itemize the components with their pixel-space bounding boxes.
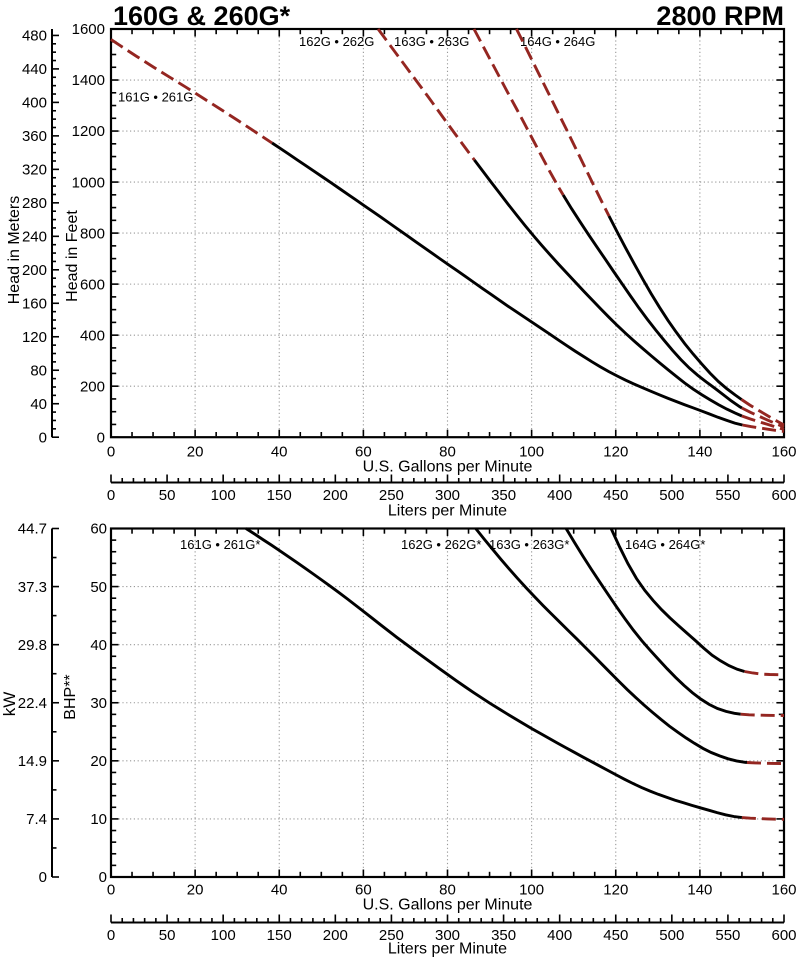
svg-text:20: 20	[187, 882, 204, 899]
svg-text:160: 160	[22, 296, 47, 313]
svg-text:450: 450	[603, 927, 628, 944]
svg-text:250: 250	[379, 487, 404, 504]
svg-text:800: 800	[80, 225, 105, 242]
svg-text:240: 240	[22, 229, 47, 246]
svg-text:120: 120	[22, 329, 47, 346]
svg-text:200: 200	[22, 262, 47, 279]
svg-text:1400: 1400	[72, 72, 105, 89]
svg-text:Liters per Minute: Liters per Minute	[388, 503, 507, 520]
svg-text:50: 50	[159, 927, 176, 944]
svg-text:1200: 1200	[72, 123, 105, 140]
svg-text:0: 0	[97, 429, 105, 446]
svg-text:300: 300	[435, 487, 460, 504]
svg-text:1600: 1600	[72, 21, 105, 38]
svg-text:80: 80	[439, 882, 456, 899]
svg-text:200: 200	[80, 378, 105, 395]
svg-text:600: 600	[771, 927, 796, 944]
svg-text:30: 30	[90, 695, 107, 712]
svg-text:480: 480	[22, 28, 47, 45]
svg-text:37.3: 37.3	[18, 579, 47, 596]
svg-text:0: 0	[107, 444, 115, 461]
svg-text:100: 100	[211, 487, 236, 504]
svg-text:120: 120	[603, 882, 628, 899]
svg-text:150: 150	[267, 487, 292, 504]
svg-text:160: 160	[771, 882, 796, 899]
svg-text:0: 0	[107, 882, 115, 899]
svg-text:161G • 261G*: 161G • 261G*	[180, 537, 260, 552]
svg-text:60: 60	[90, 521, 107, 538]
svg-text:20: 20	[187, 444, 204, 461]
svg-text:300: 300	[435, 927, 460, 944]
svg-text:164G • 264G*: 164G • 264G*	[625, 537, 705, 552]
svg-text:600: 600	[80, 276, 105, 293]
svg-text:BHP**: BHP**	[62, 674, 79, 719]
svg-text:14.9: 14.9	[18, 753, 47, 770]
svg-text:250: 250	[379, 927, 404, 944]
svg-text:U.S. Gallons per Minute: U.S. Gallons per Minute	[363, 897, 533, 914]
svg-text:10: 10	[90, 811, 107, 828]
svg-text:350: 350	[491, 487, 516, 504]
svg-text:Liters per Minute: Liters per Minute	[388, 941, 507, 958]
svg-text:320: 320	[22, 162, 47, 179]
svg-text:0: 0	[39, 429, 47, 446]
svg-text:Head in Feet: Head in Feet	[64, 210, 81, 302]
svg-text:50: 50	[159, 487, 176, 504]
svg-text:400: 400	[547, 927, 572, 944]
svg-text:29.8: 29.8	[18, 637, 47, 654]
svg-text:500: 500	[659, 927, 684, 944]
svg-text:360: 360	[22, 128, 47, 145]
svg-text:100: 100	[519, 444, 544, 461]
svg-text:163G • 263G*: 163G • 263G*	[489, 537, 569, 552]
svg-text:200: 200	[323, 927, 348, 944]
svg-text:50: 50	[90, 579, 107, 596]
svg-text:0: 0	[107, 927, 115, 944]
svg-text:60: 60	[355, 444, 372, 461]
svg-text:40: 40	[30, 396, 47, 413]
svg-text:140: 140	[687, 882, 712, 899]
svg-text:160: 160	[771, 444, 796, 461]
svg-text:7.4: 7.4	[26, 811, 47, 828]
svg-text:22.4: 22.4	[18, 695, 47, 712]
svg-text:163G • 263G: 163G • 263G	[394, 34, 469, 49]
svg-text:40: 40	[271, 882, 288, 899]
svg-text:U.S. Gallons per Minute: U.S. Gallons per Minute	[363, 459, 533, 476]
svg-text:44.7: 44.7	[18, 521, 47, 538]
svg-text:80: 80	[439, 444, 456, 461]
svg-text:0: 0	[39, 869, 47, 886]
svg-text:162G • 262G: 162G • 262G	[299, 34, 374, 49]
svg-text:1000: 1000	[72, 174, 105, 191]
svg-text:280: 280	[22, 195, 47, 212]
svg-text:Head in Meters: Head in Meters	[6, 196, 23, 305]
svg-text:150: 150	[267, 927, 292, 944]
svg-text:80: 80	[30, 362, 47, 379]
svg-text:400: 400	[22, 95, 47, 112]
svg-text:120: 120	[603, 444, 628, 461]
svg-text:20: 20	[90, 753, 107, 770]
svg-text:400: 400	[547, 487, 572, 504]
svg-text:60: 60	[355, 882, 372, 899]
svg-text:140: 140	[687, 444, 712, 461]
svg-text:0: 0	[107, 487, 115, 504]
svg-text:40: 40	[90, 637, 107, 654]
svg-text:350: 350	[491, 927, 516, 944]
svg-text:160G & 260G*: 160G & 260G*	[113, 1, 291, 31]
svg-text:100: 100	[519, 882, 544, 899]
svg-text:500: 500	[659, 487, 684, 504]
svg-text:550: 550	[715, 927, 740, 944]
svg-text:450: 450	[603, 487, 628, 504]
svg-text:100: 100	[211, 927, 236, 944]
svg-text:200: 200	[323, 487, 348, 504]
svg-text:164G • 264G: 164G • 264G	[520, 34, 595, 49]
svg-text:40: 40	[271, 444, 288, 461]
svg-text:440: 440	[22, 61, 47, 78]
svg-text:162G • 262G*: 162G • 262G*	[401, 537, 481, 552]
svg-text:kW: kW	[0, 692, 19, 717]
svg-text:2800 RPM: 2800 RPM	[656, 1, 784, 31]
svg-text:400: 400	[80, 327, 105, 344]
svg-text:0: 0	[99, 869, 107, 886]
svg-text:550: 550	[715, 487, 740, 504]
svg-text:161G • 261G: 161G • 261G	[118, 90, 193, 105]
svg-text:600: 600	[771, 487, 796, 504]
